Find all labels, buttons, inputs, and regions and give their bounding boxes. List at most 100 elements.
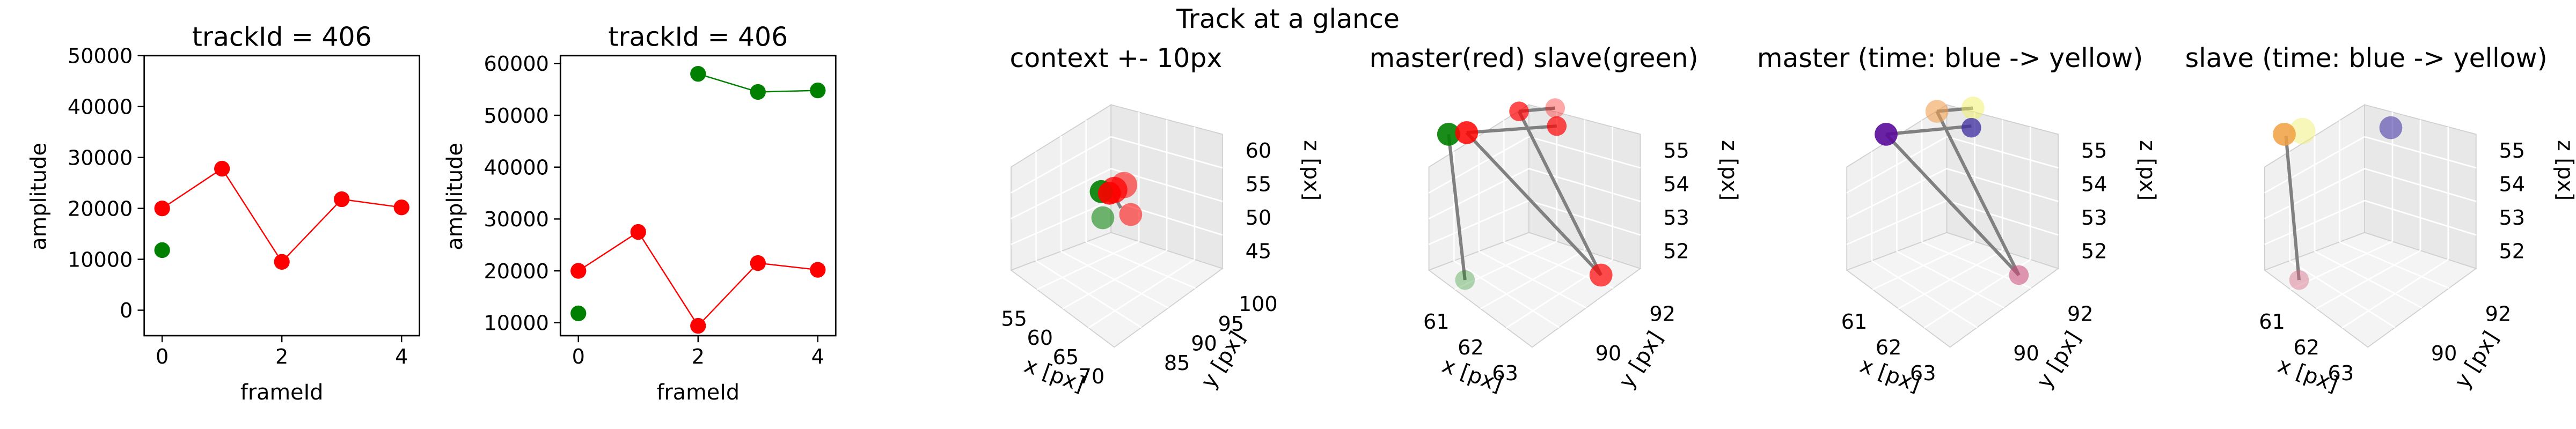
y-tick-label: 90 — [1191, 331, 1217, 355]
y-axis-label: y [px] — [2032, 327, 2085, 393]
chart-title: trackId = 406 — [608, 21, 788, 52]
panel-context-3d: context +- 10px 556065708590951004550556… — [1001, 43, 1323, 397]
data-point — [2273, 123, 2296, 146]
grid-line — [1872, 241, 1975, 290]
grid-line — [1088, 258, 1195, 329]
track-edge — [1466, 124, 1557, 135]
z-tick-label: 55 — [2499, 139, 2525, 162]
axes-pane — [2263, 232, 2477, 348]
panel-amplitude-2: trackId = 406 frameId amplitude 0 2 4 10000… — [443, 21, 837, 405]
track-edge — [1465, 131, 1602, 277]
z-tick-label: 52 — [2499, 240, 2525, 263]
x-axis-label: x [px] — [2274, 353, 2341, 397]
chart-title: context +- 10px — [1010, 43, 1223, 73]
grid-line — [2364, 199, 2477, 236]
z-tick-label: 53 — [2081, 206, 2107, 230]
data-points — [2273, 116, 2403, 290]
y-tick-label: 90 — [1596, 342, 1622, 365]
plot-frame — [143, 55, 421, 337]
plot-area: 0 2 4 10000 20000 30000 40000 50000 60000 — [484, 52, 837, 368]
y-tick-label: 90 — [2431, 342, 2457, 365]
x-tick-label: 62 — [1458, 336, 1484, 359]
grid-line — [2264, 136, 2365, 194]
y-tick-label: 40000 — [68, 95, 133, 119]
axes-pane — [1010, 232, 1224, 348]
y-tick-label: 50000 — [68, 45, 133, 68]
grid-line — [1110, 136, 1223, 169]
grid-line — [1946, 168, 2059, 202]
data-point — [2289, 270, 2309, 290]
z-axis-label: z [px] — [2552, 140, 2576, 201]
grid-line — [1428, 168, 1529, 219]
x-axis-label: frameId — [656, 380, 740, 405]
track-edge — [1886, 124, 1972, 136]
z-tick-label: 55 — [1663, 139, 1689, 162]
data-point — [1097, 181, 1121, 205]
data-point — [154, 200, 170, 217]
axes-3d: 61 62 63 90 92 52 53 54 55 x [px] y [px] z [px] — [2259, 103, 2576, 397]
z-tick-label: 60 — [1246, 139, 1272, 162]
x-axis-label: x [px] — [1857, 353, 1924, 397]
data-point — [1961, 117, 1981, 138]
data-point — [1589, 263, 1613, 287]
grid-line — [1528, 199, 1641, 236]
grid-line — [1429, 199, 1529, 245]
grid-line — [1011, 168, 1111, 219]
series-line — [162, 167, 402, 263]
x-tick-label: 65 — [1053, 345, 1079, 369]
data-point — [570, 305, 587, 322]
grid-line — [1011, 199, 1111, 245]
y-axis-label: amplitude — [26, 143, 51, 250]
y-tick-label: 50000 — [484, 104, 549, 128]
grid-line — [1846, 168, 1948, 219]
z-tick-label: 54 — [2499, 172, 2525, 196]
y-tick-label: 100 — [1239, 292, 1278, 316]
z-tick-label: 54 — [1663, 172, 1689, 196]
data-point — [810, 262, 826, 278]
x-tick-label: 62 — [2293, 336, 2319, 359]
data-point — [690, 66, 706, 82]
y-tick-label: 95 — [1218, 312, 1245, 336]
series-line — [578, 231, 818, 327]
y-tick-label: 30000 — [68, 146, 133, 169]
x-tick-label: 63 — [2328, 361, 2354, 385]
y-tick-label: 20000 — [68, 197, 133, 220]
track-edge — [2284, 136, 2301, 280]
data-point — [1455, 121, 1479, 144]
grid-line — [1528, 168, 1641, 202]
data-points — [1437, 98, 1613, 290]
y-tick-label: 92 — [2485, 302, 2512, 326]
x-tick-label: 62 — [1876, 336, 1902, 359]
y-axis-label: y [px] — [2450, 327, 2504, 393]
y-axis-label: amplitude — [443, 143, 467, 250]
grid-line — [2264, 168, 2365, 219]
grid-line — [2290, 241, 2393, 290]
grid-line — [1428, 136, 1529, 194]
x-tick-label: 2 — [692, 345, 705, 368]
grid-line — [1846, 199, 1948, 245]
x-tick-label: 63 — [1910, 361, 1936, 385]
grid-line — [1454, 241, 1557, 290]
grid-line — [1011, 136, 1111, 194]
grid-line — [1946, 199, 2059, 236]
y-tick-label: 92 — [2067, 302, 2094, 326]
plot-area: 0 2 4 0 10000 20000 30000 40000 50000 — [68, 45, 421, 368]
x-tick-label: 0 — [572, 345, 585, 368]
x-tick-label: 63 — [1492, 361, 1518, 385]
data-point — [154, 242, 170, 258]
panel-amplitude-1: trackId = 406 frameId amplitude 0 2 4 0 1000… — [26, 21, 421, 405]
x-tick-label: 0 — [156, 345, 169, 368]
x-tick-label: 61 — [2259, 310, 2285, 334]
data-point — [334, 191, 350, 208]
data-point — [1119, 203, 1143, 226]
data-point — [393, 199, 409, 216]
grid-line — [2316, 249, 2421, 309]
track-edge — [1447, 134, 1467, 280]
track-edge — [1885, 133, 2021, 277]
data-point — [690, 317, 706, 334]
y-tick-label: 90 — [2013, 342, 2039, 365]
grid-line — [1846, 136, 1948, 194]
data-point — [750, 255, 766, 271]
